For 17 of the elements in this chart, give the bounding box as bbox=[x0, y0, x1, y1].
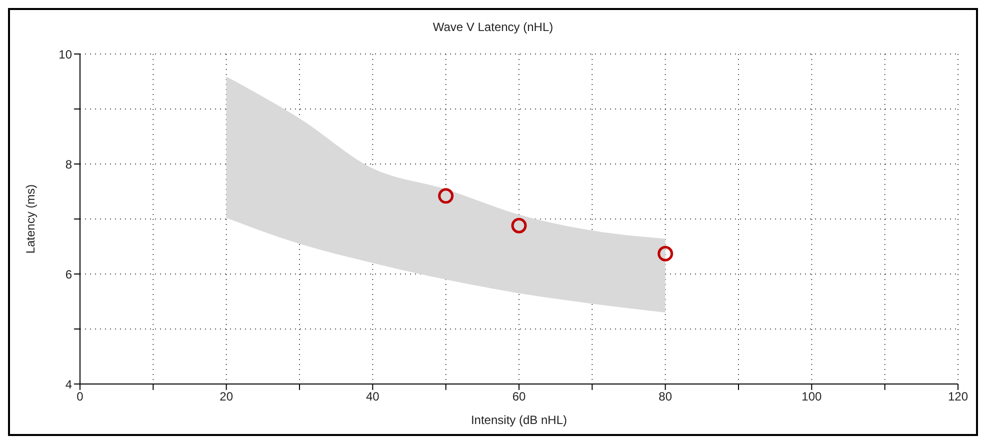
point bbox=[511, 218, 527, 234]
point bbox=[438, 188, 454, 204]
point bbox=[658, 246, 674, 262]
x-tick-label: 40 bbox=[366, 390, 380, 404]
x-axis-title: Intensity (dB nHL) bbox=[470, 413, 568, 427]
y-tick-label: 8 bbox=[65, 157, 72, 172]
x-tick-label: 20 bbox=[220, 390, 234, 404]
x-tick-label: 60 bbox=[512, 390, 526, 404]
y-axis-title: Latency (ms) bbox=[23, 184, 38, 254]
x-tick-label: 80 bbox=[658, 390, 672, 404]
x-tick-label: 0 bbox=[76, 390, 84, 404]
y-tick-label: 6 bbox=[65, 267, 72, 282]
y-tick-label: 4 bbox=[65, 377, 72, 392]
x-tick-label: 120 bbox=[948, 390, 968, 404]
x-tick-label: 100 bbox=[802, 390, 822, 404]
y-tick-label: 10 bbox=[58, 47, 72, 62]
chart-title: Wave V Latency (nHL) bbox=[432, 20, 554, 34]
